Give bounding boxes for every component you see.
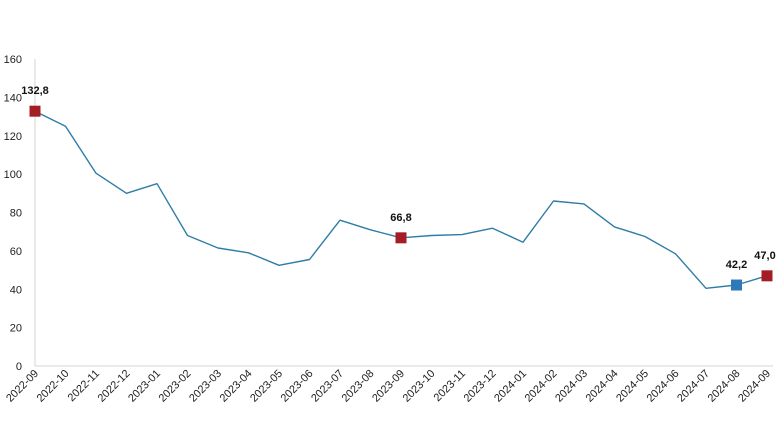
y-tick-label: 60 (10, 246, 22, 258)
y-tick-label: 80 (10, 208, 22, 220)
x-tick-label: 2024-02 (523, 368, 560, 405)
data-point-marker (731, 279, 742, 291)
y-tick-label: 120 (4, 131, 22, 143)
data-point-marker (29, 105, 41, 117)
data-label: 42,2 (726, 259, 747, 271)
x-axis: 2022-092022-102022-112022-122023-012023-… (4, 365, 773, 405)
y-tick-label: 100 (4, 169, 22, 181)
x-tick-label: 2024-06 (645, 368, 682, 405)
x-tick-label: 2024-07 (675, 368, 712, 405)
series-line (34, 110, 768, 289)
y-axis: 0 20 40 60 80 100 120 140 160 (4, 54, 36, 373)
x-tick-label: 2024-05 (614, 368, 651, 405)
x-tick-label: 2023-07 (309, 368, 346, 405)
x-tick-label: 2024-01 (492, 368, 529, 405)
y-tick-label: 20 (10, 323, 22, 335)
x-tick-label: 2023-12 (462, 368, 499, 405)
data-label: 66,8 (390, 212, 411, 224)
x-tick-label: 2023-06 (279, 368, 316, 405)
x-tick-label: 2023-01 (126, 368, 163, 405)
x-tick-label: 2022-09 (4, 368, 41, 405)
y-tick-label: 160 (4, 54, 22, 66)
x-tick-label: 2022-10 (35, 368, 72, 405)
x-tick-label: 2024-04 (584, 368, 621, 405)
x-tick-label: 2023-04 (218, 368, 255, 405)
data-point-marker (395, 232, 407, 244)
y-tick-label: 0 (16, 361, 22, 373)
y-tick-label: 140 (4, 92, 22, 104)
y-tick-label: 40 (10, 284, 22, 296)
x-tick-label: 2022-12 (96, 368, 133, 405)
x-tick-label: 2023-02 (157, 368, 194, 405)
x-tick-label: 2023-08 (340, 368, 377, 405)
data-point-marker (761, 270, 773, 282)
data-label: 47,0 (754, 250, 775, 262)
x-tick-label: 2024-03 (553, 368, 590, 405)
x-tick-label: 2024-08 (706, 368, 743, 405)
x-tick-label: 2023-09 (370, 368, 407, 405)
x-tick-label: 2023-05 (248, 368, 285, 405)
x-tick-label: 2023-10 (401, 368, 438, 405)
data-label: 132,8 (21, 85, 49, 97)
x-tick-label: 2024-09 (736, 368, 773, 405)
series-line-group (34, 110, 768, 289)
highlight-markers: 132,8 66,8 42,2 47,0 (21, 85, 776, 291)
x-tick-label: 2023-03 (187, 368, 224, 405)
